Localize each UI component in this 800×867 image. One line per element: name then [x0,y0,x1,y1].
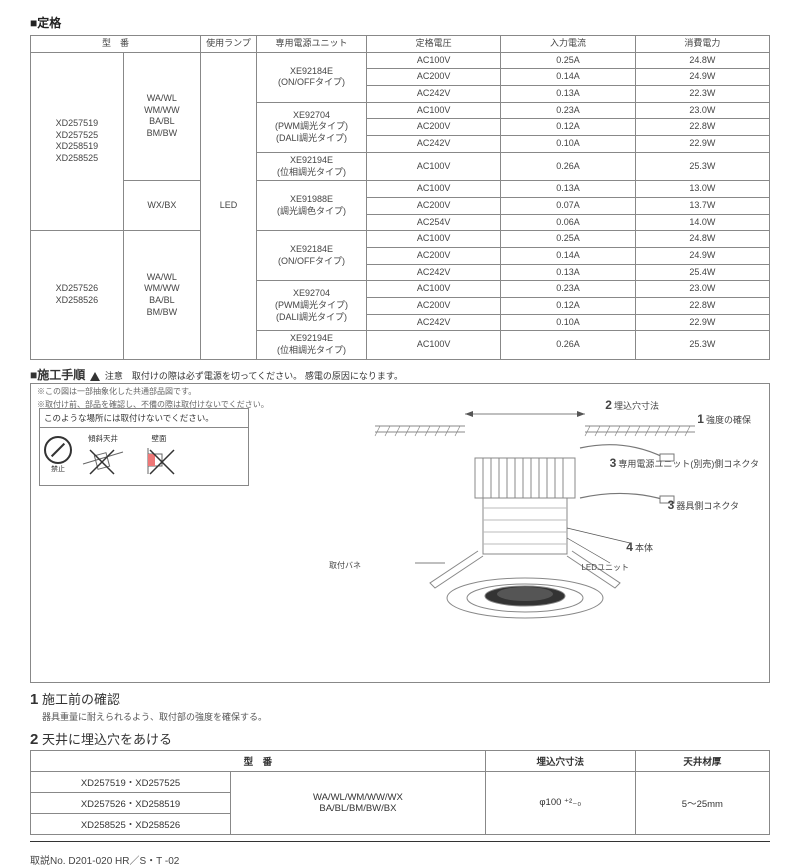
spec-table: 型 番使用ランプ専用電源ユニット定格電圧入力電流消費電力XD257519XD25… [30,35,770,360]
callout-2: 2埋込穴寸法 [605,398,659,412]
step1-title: 1 施工前の確認 [30,689,770,708]
step2-text: 天井に埋込穴をあける [42,732,172,747]
callout-led: LEDユニット [581,562,629,573]
prohibit-icon [44,436,72,464]
slope-label: 傾斜天井 [78,433,128,444]
wall-label: 壁面 [134,433,184,444]
procedure-title: ■施工手順 [30,366,85,383]
callout-3a: 3専用電源ユニット(別売)側コネクタ [610,456,759,470]
callout-2-label: 埋込穴寸法 [614,401,659,411]
callout-3b: 3器具側コネクタ [668,498,739,512]
fixture-diagram [335,388,765,678]
step1-text: 施工前の確認 [42,692,120,707]
callout-4-label: 本体 [635,543,653,553]
warning-text: 注意 取付けの際は必ず電源を切ってください。 [105,371,302,381]
footer: 取説No. D201-020 HR／S・T -02 [30,852,770,867]
warn-box-title: このような場所には取付けないでください。 [40,409,248,428]
hole-table: 型 番埋込穴寸法天井材厚XD257519・XD257525WA/WL/WM/WW… [30,750,770,835]
procedure-header: ■施工手順 注意 取付けの際は必ず電源を切ってください。 感電の原因になります。 [30,366,770,383]
callout-4: 4本体 [626,540,653,554]
callout-bane: 取付バネ [329,560,361,571]
prohibit-label: 禁止 [44,464,72,474]
callout-1-label: 強度の確保 [706,415,751,425]
warn-box: このような場所には取付けないでください。 禁止 傾斜天井 壁面 [39,408,249,486]
step1-desc: 器具重量に耐えられるよう、取付部の強度を確保する。 [42,710,770,723]
diagram-area: ※この図は一部抽象化した共通部品図です。 ※取付け前、部品を確認し、不備の際は取… [30,383,770,683]
callout-1: 1強度の確保 [697,412,751,426]
callout-3a-label: 専用電源ユニット(別売)側コネクタ [618,459,759,469]
warning-icon [90,372,100,381]
warning-tail: 感電の原因になります。 [305,371,403,381]
wall-icon: 壁面 [134,433,184,477]
ratings-title: ■定格 [30,14,770,31]
slope-ceiling-icon: 傾斜天井 [78,433,128,477]
step2-title: 2 天井に埋込穴をあける [30,729,770,748]
callout-3b-label: 器具側コネクタ [676,501,739,511]
